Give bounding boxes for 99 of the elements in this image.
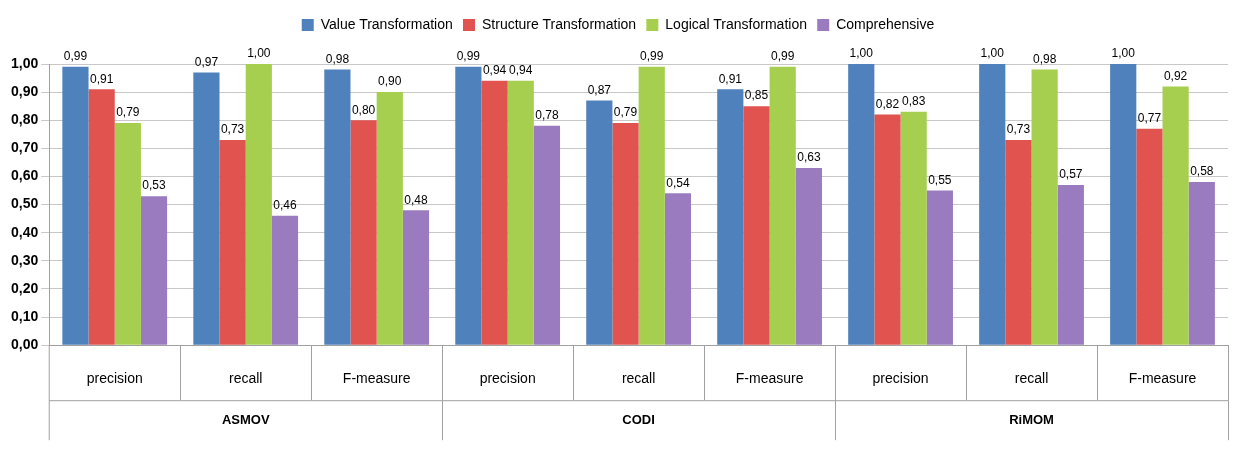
data-label: 0,55 bbox=[928, 172, 952, 187]
bar bbox=[219, 139, 246, 345]
bar bbox=[586, 100, 613, 345]
y-tick-label: 0,80 bbox=[11, 111, 39, 128]
y-tick-label: 0,00 bbox=[11, 336, 39, 353]
bar bbox=[193, 72, 220, 345]
bar bbox=[376, 92, 403, 345]
text: ASMOV bbox=[221, 411, 270, 427]
bar bbox=[1136, 128, 1163, 345]
bar bbox=[1188, 182, 1215, 345]
data-label: 0,99 bbox=[771, 49, 795, 64]
x-tick-label: F-measure bbox=[342, 370, 411, 387]
y-tick-label: 0,90 bbox=[11, 82, 39, 99]
data-label: 0,48 bbox=[404, 192, 428, 207]
data-label: 0,57 bbox=[1059, 167, 1083, 182]
bar bbox=[402, 210, 430, 345]
bar bbox=[874, 114, 901, 345]
data-label: 0,91 bbox=[89, 71, 114, 86]
x-tick-label: precision bbox=[86, 370, 143, 387]
bar bbox=[507, 80, 534, 345]
data-label: 0,92 bbox=[1163, 68, 1188, 83]
y-tick-label: 0,30 bbox=[11, 251, 39, 268]
x-tick-label: recall bbox=[1014, 370, 1049, 387]
x-tick-label: precision bbox=[479, 370, 536, 387]
data-label: 0,94 bbox=[509, 63, 533, 78]
data-label: 0,82 bbox=[875, 96, 900, 111]
data-label: 1,00 bbox=[980, 46, 1005, 61]
data-label: 0,98 bbox=[325, 51, 350, 66]
data-label: 0,90 bbox=[378, 74, 402, 89]
x-tick-label: F-measure bbox=[1128, 370, 1197, 387]
data-label: 0,79 bbox=[116, 105, 140, 120]
bar bbox=[848, 64, 875, 345]
bar bbox=[324, 69, 351, 345]
bar bbox=[664, 193, 692, 345]
data-label: 0,73 bbox=[220, 122, 245, 137]
data-label: 0,79 bbox=[613, 105, 638, 120]
data-label: 0,53 bbox=[142, 178, 167, 193]
bar bbox=[271, 215, 299, 345]
bar bbox=[717, 89, 744, 345]
data-label: 1,00 bbox=[247, 46, 271, 61]
bar bbox=[1162, 86, 1189, 345]
bar bbox=[1057, 184, 1084, 345]
bar bbox=[455, 66, 482, 345]
text: RiMOM bbox=[1009, 411, 1054, 427]
bar bbox=[743, 106, 770, 345]
y-tick-label: 0,40 bbox=[11, 223, 39, 240]
bar bbox=[612, 123, 639, 345]
bar bbox=[795, 168, 822, 345]
data-label: 0,58 bbox=[1190, 164, 1214, 179]
x-tick-label: F-measure bbox=[735, 370, 804, 387]
data-label: 0,77 bbox=[1137, 110, 1162, 125]
data-label: 0,99 bbox=[640, 49, 664, 64]
legend-label: Structure Transformation bbox=[482, 15, 637, 32]
legend-label: Value Transformation bbox=[320, 15, 453, 32]
data-label: 1,00 bbox=[1111, 46, 1136, 61]
legend-label: Logical Transformation bbox=[665, 15, 807, 32]
bar bbox=[245, 64, 272, 345]
bar bbox=[1031, 69, 1058, 345]
data-label: 0,63 bbox=[797, 150, 821, 165]
data-label: 0,54 bbox=[666, 175, 690, 190]
data-label: 1,00 bbox=[849, 46, 874, 61]
bar bbox=[140, 196, 168, 345]
bar bbox=[1005, 139, 1032, 345]
bar bbox=[979, 64, 1006, 345]
y-tick-label: 1,00 bbox=[11, 54, 39, 71]
bar bbox=[533, 125, 561, 345]
data-label: 0,85 bbox=[744, 88, 769, 103]
data-label: 0,80 bbox=[351, 102, 376, 117]
x-tick-label: precision bbox=[872, 370, 929, 387]
bar bbox=[900, 111, 927, 345]
x-tick-label: recall bbox=[228, 370, 263, 387]
data-label: 0,83 bbox=[901, 94, 926, 109]
legend-label: Comprehensive bbox=[836, 15, 935, 32]
bar bbox=[62, 66, 89, 345]
y-tick-label: 0,20 bbox=[11, 279, 39, 296]
bar bbox=[114, 123, 141, 345]
data-label: 0,94 bbox=[482, 63, 507, 78]
bar bbox=[88, 89, 115, 345]
data-label: 0,99 bbox=[456, 49, 481, 64]
x-tick-label: recall bbox=[621, 370, 656, 387]
data-label: 0,78 bbox=[535, 108, 559, 123]
data-label: 0,97 bbox=[194, 54, 219, 69]
data-label: 0,87 bbox=[587, 82, 612, 97]
bar bbox=[926, 190, 953, 345]
y-tick-label: 0,10 bbox=[11, 307, 39, 324]
bar bbox=[481, 80, 508, 345]
data-label: 0,99 bbox=[63, 49, 88, 64]
data-label: 0,73 bbox=[1006, 122, 1031, 137]
y-tick-label: 0,70 bbox=[11, 139, 39, 156]
bar bbox=[638, 66, 665, 345]
data-label: 0,46 bbox=[273, 198, 297, 213]
y-tick-label: 0,50 bbox=[11, 195, 39, 212]
bar bbox=[769, 66, 796, 345]
data-label: 0,91 bbox=[718, 71, 743, 86]
y-tick-label: 0,60 bbox=[11, 167, 39, 184]
data-label: 0,98 bbox=[1032, 51, 1057, 66]
bar bbox=[350, 120, 377, 345]
text: CODI bbox=[622, 411, 655, 427]
bar bbox=[1110, 64, 1137, 345]
